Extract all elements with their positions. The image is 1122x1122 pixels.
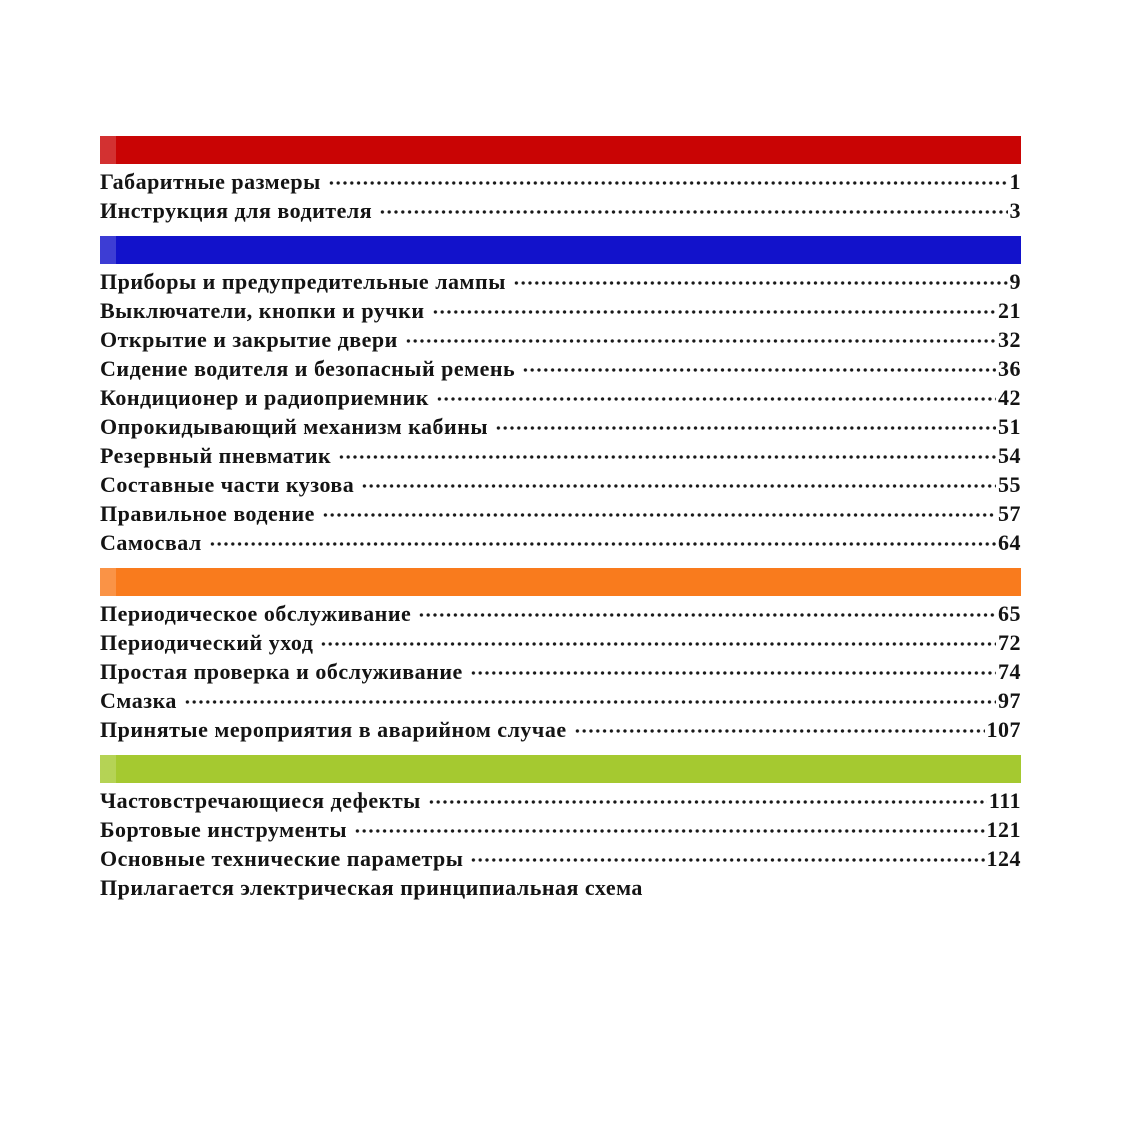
dotted-leader xyxy=(427,786,987,815)
toc-section-reference: Частовстречающиеся дефекты 111 Бортовые … xyxy=(100,755,1021,902)
dotted-leader xyxy=(573,715,985,744)
section-color-bar xyxy=(100,568,1021,596)
toc-entry-label: Прилагается электрическая принципиальная… xyxy=(100,874,643,900)
toc-entry: Габаритные размеры 1 xyxy=(100,167,1021,196)
toc-entry-label: Простая проверка и обслуживание xyxy=(100,658,463,684)
toc-entry-page-number: 74 xyxy=(998,658,1021,684)
toc-entry: Выключатели, кнопки и ручки 21 xyxy=(100,296,1021,325)
toc-entry: Приборы и предупредительные лампы 9 xyxy=(100,267,1021,296)
toc-entry-label: Сидение водителя и безопасный ремень xyxy=(100,355,516,381)
toc-entry: Правильное водение 57 xyxy=(100,499,1021,528)
toc-entry-label: Правильное водение xyxy=(100,500,315,526)
toc-entry-label: Бортовые инструменты xyxy=(100,816,348,842)
toc-entry: Резервный пневматик 54 xyxy=(100,441,1021,470)
toc-list: Габаритные размеры 1 Инструкция для води… xyxy=(100,136,1021,902)
toc-entry: Кондиционер и радиоприемник 42 xyxy=(100,383,1021,412)
dotted-leader xyxy=(208,528,996,557)
toc-entry-page-number: 64 xyxy=(998,529,1021,555)
toc-section-intro: Габаритные размеры 1 Инструкция для води… xyxy=(100,136,1021,225)
section-color-bar xyxy=(100,755,1021,783)
toc-entry: Простая проверка и обслуживание 74 xyxy=(100,657,1021,686)
toc-entry-page-number: 3 xyxy=(1009,197,1021,223)
toc-entry-label: Опрокидывающий механизм кабины xyxy=(100,413,489,439)
toc-entry-label: Резервный пневматик xyxy=(100,442,332,468)
dotted-leader xyxy=(650,873,1019,902)
toc-entry-label: Принятые мероприятия в аварийном случае xyxy=(100,716,567,742)
toc-entry-label: Составные части кузова xyxy=(100,471,355,497)
toc-entry-page-number: 72 xyxy=(998,629,1021,655)
toc-entry-page-number: 97 xyxy=(998,687,1021,713)
dotted-leader xyxy=(495,412,996,441)
toc-entry-label: Частовстречающиеся дефекты xyxy=(100,787,421,813)
toc-entry: Принятые мероприятия в аварийном случае … xyxy=(100,715,1021,744)
dotted-leader xyxy=(431,296,996,325)
toc-entry: Бортовые инструменты 121 xyxy=(100,815,1021,844)
toc-entry: Инструкция для водителя 3 xyxy=(100,196,1021,225)
toc-entry-label: Периодический уход xyxy=(100,629,314,655)
toc-entry-page-number: 1 xyxy=(1009,168,1021,194)
toc-entry-label: Выключатели, кнопки и ручки xyxy=(100,297,425,323)
dotted-leader xyxy=(354,815,985,844)
toc-entry: Составные части кузова 55 xyxy=(100,470,1021,499)
dotted-leader xyxy=(321,499,996,528)
toc-entry-label: Инструкция для водителя xyxy=(100,197,373,223)
toc-entry-label: Открытие и закрытие двери xyxy=(100,326,398,352)
toc-entry-page-number: 21 xyxy=(998,297,1021,323)
toc-entry-page-number: 121 xyxy=(986,816,1021,842)
dotted-leader xyxy=(379,196,1008,225)
toc-entry-label: Периодическое обслуживание xyxy=(100,600,412,626)
toc-entry-label: Габаритные размеры xyxy=(100,168,321,194)
toc-entry-page-number: 65 xyxy=(998,600,1021,626)
toc-entry-label: Самосвал xyxy=(100,529,202,555)
toc-entry: Сидение водителя и безопасный ремень 36 xyxy=(100,354,1021,383)
dotted-leader xyxy=(522,354,996,383)
toc-entry-label: Смазка xyxy=(100,687,177,713)
toc-entry-page-number: 54 xyxy=(998,442,1021,468)
section-color-bar xyxy=(100,236,1021,264)
dotted-leader xyxy=(183,686,996,715)
toc-entry: Периодический уход 72 xyxy=(100,628,1021,657)
toc-entry-page-number: 36 xyxy=(998,355,1021,381)
toc-entry: Периодическое обслуживание 65 xyxy=(100,599,1021,628)
toc-entry: Открытие и закрытие двери 32 xyxy=(100,325,1021,354)
dotted-leader xyxy=(435,383,996,412)
dotted-leader xyxy=(327,167,1008,196)
toc-entry-page-number: 32 xyxy=(998,326,1021,352)
toc-entry-page-number: 55 xyxy=(998,471,1021,497)
toc-entry-page-number: 111 xyxy=(988,787,1021,813)
toc-entry: Опрокидывающий механизм кабины 51 xyxy=(100,412,1021,441)
toc-entry: Основные технические параметры 124 xyxy=(100,844,1021,873)
dotted-leader xyxy=(338,441,996,470)
dotted-leader xyxy=(361,470,996,499)
toc-entry-page-number: 42 xyxy=(998,384,1021,410)
toc-entry-page-number: 124 xyxy=(986,845,1021,871)
dotted-leader xyxy=(418,599,996,628)
toc-entry: Частовстречающиеся дефекты 111 xyxy=(100,786,1021,815)
section-color-bar xyxy=(100,136,1021,164)
dotted-leader xyxy=(404,325,996,354)
dotted-leader xyxy=(470,844,985,873)
dotted-leader xyxy=(512,267,1008,296)
toc-entry-label: Приборы и предупредительные лампы xyxy=(100,268,506,294)
toc-entry: Смазка 97 xyxy=(100,686,1021,715)
toc-entry-label: Основные технические параметры xyxy=(100,845,464,871)
toc-entry: Самосвал 64 xyxy=(100,528,1021,557)
dotted-leader xyxy=(320,628,996,657)
toc-section-maintenance: Периодическое обслуживание 65 Периодичес… xyxy=(100,568,1021,744)
toc-entry-label: Кондиционер и радиоприемник xyxy=(100,384,429,410)
toc-entry-page-number: 57 xyxy=(998,500,1021,526)
toc-entry-page-number: 51 xyxy=(998,413,1021,439)
toc-entry: Прилагается электрическая принципиальная… xyxy=(100,873,1021,902)
toc-section-cab-and-controls: Приборы и предупредительные лампы 9 Выкл… xyxy=(100,236,1021,557)
toc-entry-page-number: 107 xyxy=(986,716,1021,742)
dotted-leader xyxy=(469,657,996,686)
toc-entry-page-number: 9 xyxy=(1009,268,1021,294)
